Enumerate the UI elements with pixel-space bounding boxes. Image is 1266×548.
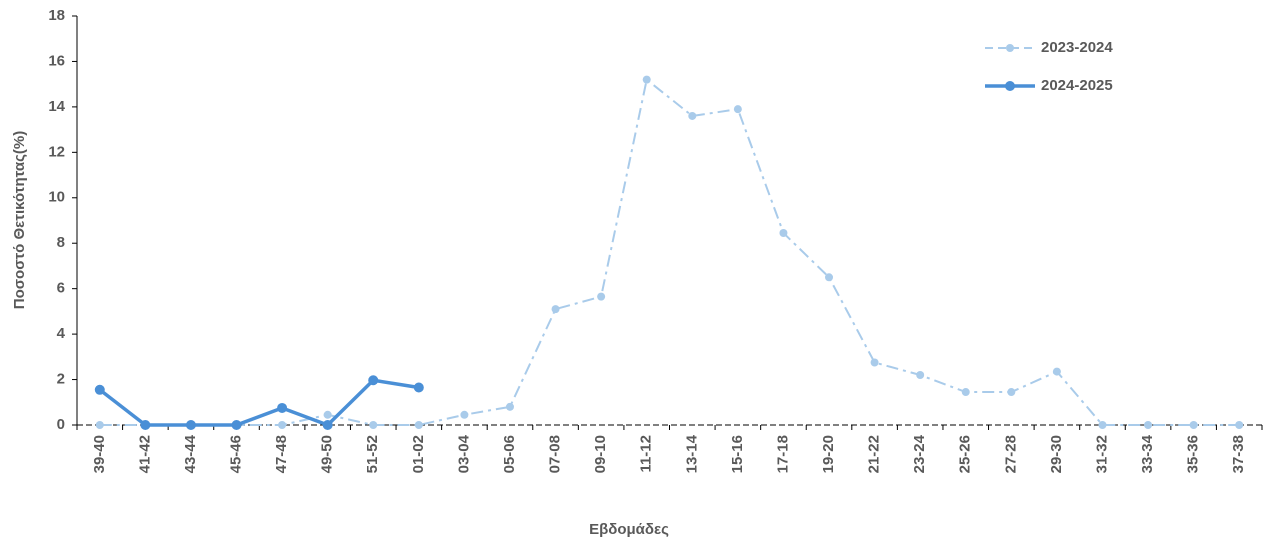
data-point bbox=[870, 358, 879, 367]
data-point bbox=[733, 105, 742, 114]
x-tick-label: 01-02 bbox=[410, 435, 427, 473]
y-tick-label: 6 bbox=[57, 280, 65, 297]
x-tick-label: 03-04 bbox=[455, 434, 472, 473]
data-point bbox=[323, 410, 332, 419]
data-point bbox=[140, 420, 151, 430]
data-point bbox=[505, 402, 514, 411]
data-point bbox=[231, 420, 242, 430]
x-tick-label: 35-36 bbox=[1185, 435, 1202, 473]
legend-label: 2023-2024 bbox=[1041, 39, 1113, 56]
x-tick-label: 31-32 bbox=[1093, 435, 1110, 473]
x-tick-label: 23-24 bbox=[911, 434, 928, 473]
data-point bbox=[413, 382, 424, 393]
x-tick-label: 07-08 bbox=[547, 435, 564, 473]
x-tick-label: 15-16 bbox=[729, 435, 746, 473]
y-tick-label: 8 bbox=[57, 234, 65, 251]
data-point bbox=[278, 421, 287, 429]
data-point bbox=[185, 420, 196, 430]
data-point bbox=[825, 273, 834, 282]
y-tick-label: 14 bbox=[48, 98, 65, 115]
x-tick-label: 45-46 bbox=[227, 435, 244, 473]
y-tick-label: 4 bbox=[57, 325, 66, 342]
x-tick-label: 47-48 bbox=[273, 435, 290, 473]
legend-label: 2024-2025 bbox=[1041, 77, 1113, 94]
x-tick-label: 33-34 bbox=[1139, 434, 1156, 473]
y-tick-label: 10 bbox=[48, 189, 65, 206]
data-point bbox=[916, 371, 925, 380]
x-tick-label: 05-06 bbox=[501, 435, 518, 473]
x-tick-label: 21-22 bbox=[866, 435, 883, 473]
data-point bbox=[460, 410, 469, 419]
data-point bbox=[597, 292, 606, 301]
x-tick-label: 39-40 bbox=[91, 435, 108, 473]
data-point bbox=[1235, 421, 1244, 429]
y-tick-label: 16 bbox=[48, 52, 65, 69]
data-point bbox=[95, 421, 104, 429]
series-line bbox=[99, 77, 1240, 426]
y-axis-title: Ποσοστό Θετικότητας(%) bbox=[11, 131, 28, 309]
data-point bbox=[1052, 367, 1061, 376]
y-tick-label: 0 bbox=[57, 416, 65, 433]
y-tick-label: 18 bbox=[48, 7, 65, 24]
x-tick-label: 11-12 bbox=[638, 435, 655, 473]
x-tick-label: 19-20 bbox=[820, 435, 837, 473]
data-point bbox=[368, 375, 379, 386]
x-tick-label: 41-42 bbox=[136, 435, 153, 473]
data-point bbox=[94, 384, 105, 395]
legend-marker bbox=[1006, 44, 1014, 52]
x-tick-label: 51-52 bbox=[364, 435, 381, 473]
data-point bbox=[369, 421, 378, 429]
data-point bbox=[642, 75, 651, 84]
x-tick-label: 25-26 bbox=[957, 435, 974, 473]
x-tick-label: 37-38 bbox=[1230, 435, 1247, 473]
data-point bbox=[688, 111, 697, 120]
data-point bbox=[322, 420, 333, 430]
data-point bbox=[1007, 388, 1016, 397]
x-tick-label: 29-30 bbox=[1048, 435, 1065, 473]
x-tick-label: 09-10 bbox=[592, 435, 609, 473]
data-point bbox=[277, 402, 288, 413]
data-point bbox=[551, 305, 560, 314]
x-tick-label: 13-14 bbox=[683, 434, 700, 473]
data-point bbox=[1144, 421, 1153, 429]
x-tick-label: 27-28 bbox=[1002, 435, 1019, 473]
data-point bbox=[961, 388, 970, 397]
data-point bbox=[414, 421, 423, 429]
legend-marker bbox=[1005, 81, 1015, 91]
y-tick-label: 2 bbox=[57, 371, 65, 388]
x-tick-label: 17-18 bbox=[774, 435, 791, 473]
data-point bbox=[779, 228, 788, 237]
data-point bbox=[1098, 421, 1107, 429]
data-point bbox=[1189, 421, 1198, 429]
x-tick-label: 43-44 bbox=[182, 434, 199, 473]
x-axis-title: Εβδομάδες bbox=[589, 521, 669, 538]
x-tick-label: 49-50 bbox=[319, 435, 336, 473]
series-line bbox=[98, 378, 420, 428]
y-tick-label: 12 bbox=[48, 143, 65, 160]
